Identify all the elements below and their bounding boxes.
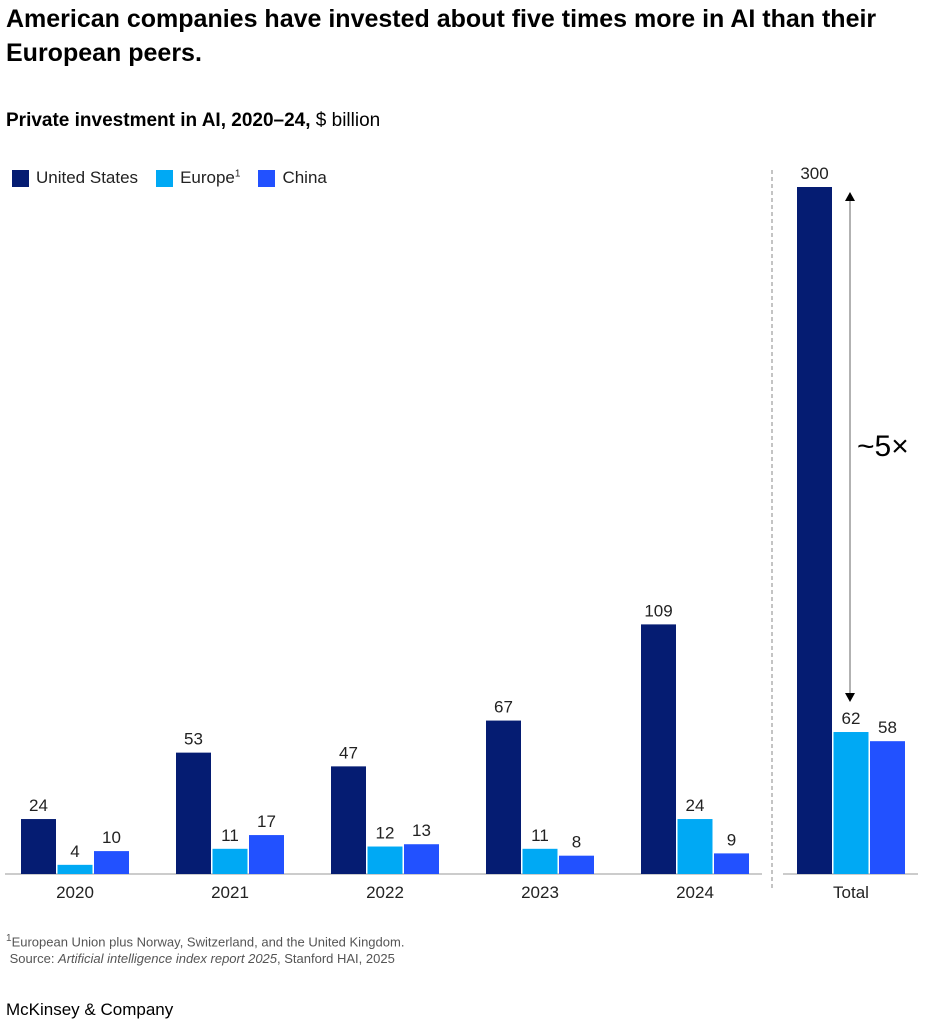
bar-united-states-2023: [486, 720, 521, 874]
x-tick-label: 2020: [56, 883, 94, 902]
bar-china-2020: [94, 851, 129, 874]
bar-europe-2024: [677, 819, 713, 874]
brand-logo: McKinsey & Company: [6, 1000, 174, 1019]
bar-china-2024: [714, 853, 749, 874]
annotation-label: ~5×: [857, 430, 909, 463]
data-label: 47: [339, 743, 358, 762]
legend-item-europe: Europe1: [156, 168, 240, 188]
bar-united-states-2020: [21, 819, 56, 874]
data-label: 4: [70, 842, 79, 861]
footnote-text: European Union plus Norway, Switzerland,…: [11, 934, 405, 950]
bar-europe-2022: [367, 846, 403, 874]
data-label: 58: [878, 718, 897, 737]
bar-china-2022: [404, 844, 439, 874]
legend-item-us: United States: [12, 168, 138, 188]
legend: United States Europe1 China: [12, 168, 327, 188]
legend-label: China: [282, 168, 327, 187]
legend-label: United States: [36, 168, 139, 187]
data-label: 53: [184, 730, 203, 749]
x-tick-label: 2023: [521, 883, 559, 902]
data-label: 24: [686, 796, 705, 815]
legend-label: Europe: [180, 168, 235, 187]
source-title: Artificial intelligence index report 202…: [58, 951, 278, 967]
x-tick-label: 2021: [211, 883, 249, 902]
bar-china-total: [870, 741, 905, 874]
footnote-mark: 1: [234, 168, 241, 180]
bar-europe-2020: [57, 864, 93, 874]
data-label: 300: [800, 164, 828, 183]
data-label: 67: [494, 698, 513, 717]
bar-europe-2023: [522, 848, 558, 874]
footnote-mark: 1: [6, 933, 12, 944]
data-label: 24: [29, 796, 48, 815]
bar-united-states-2024: [641, 624, 676, 874]
source-prefix: Source:: [9, 951, 59, 967]
data-label: 10: [102, 828, 121, 847]
data-label: 11: [531, 826, 549, 845]
data-label: 62: [842, 709, 861, 728]
legend-swatch: [258, 169, 276, 187]
data-label: 109: [644, 601, 672, 620]
footnotes: 1European Union plus Norway, Switzerland…: [6, 930, 404, 967]
bar-united-states-total: [797, 187, 832, 874]
legend-swatch: [12, 169, 29, 187]
bar-europe-2021: [212, 848, 248, 874]
data-label: 12: [376, 824, 395, 843]
data-label: 17: [257, 812, 276, 831]
arrow-down-icon: [845, 693, 855, 703]
data-label: 8: [572, 833, 581, 852]
data-label: 11: [221, 826, 239, 845]
bar-chart: 24 4 10 2020 53 11 17 2021 47 12 13 2022 67 11 8 2023 10…: [5, 164, 918, 902]
arrow-up-icon: [845, 192, 855, 201]
chart-title: American companies have invested about f…: [6, 5, 877, 67]
legend-item-china: China: [258, 168, 327, 188]
x-tick-label: Total: [833, 883, 869, 902]
bar-united-states-2022: [331, 766, 366, 874]
x-tick-label: 2024: [676, 883, 714, 902]
data-label: 9: [727, 830, 736, 849]
bar-europe-total: [833, 732, 869, 874]
subtitle-bold: Private investment in AI, 2020–24,: [6, 110, 311, 131]
data-label: 13: [412, 821, 431, 840]
x-tick-label: 2022: [366, 883, 404, 902]
subtitle-unit: $ billion: [310, 110, 381, 131]
legend-swatch: [156, 169, 174, 187]
bar-united-states-2021: [176, 752, 211, 874]
bar-china-2023: [559, 855, 594, 874]
chart-subtitle: Private investment in AI, 2020–24, $ bil…: [6, 110, 380, 132]
source-suffix: , Stanford HAI, 2025: [277, 951, 395, 967]
bar-china-2021: [249, 835, 284, 874]
